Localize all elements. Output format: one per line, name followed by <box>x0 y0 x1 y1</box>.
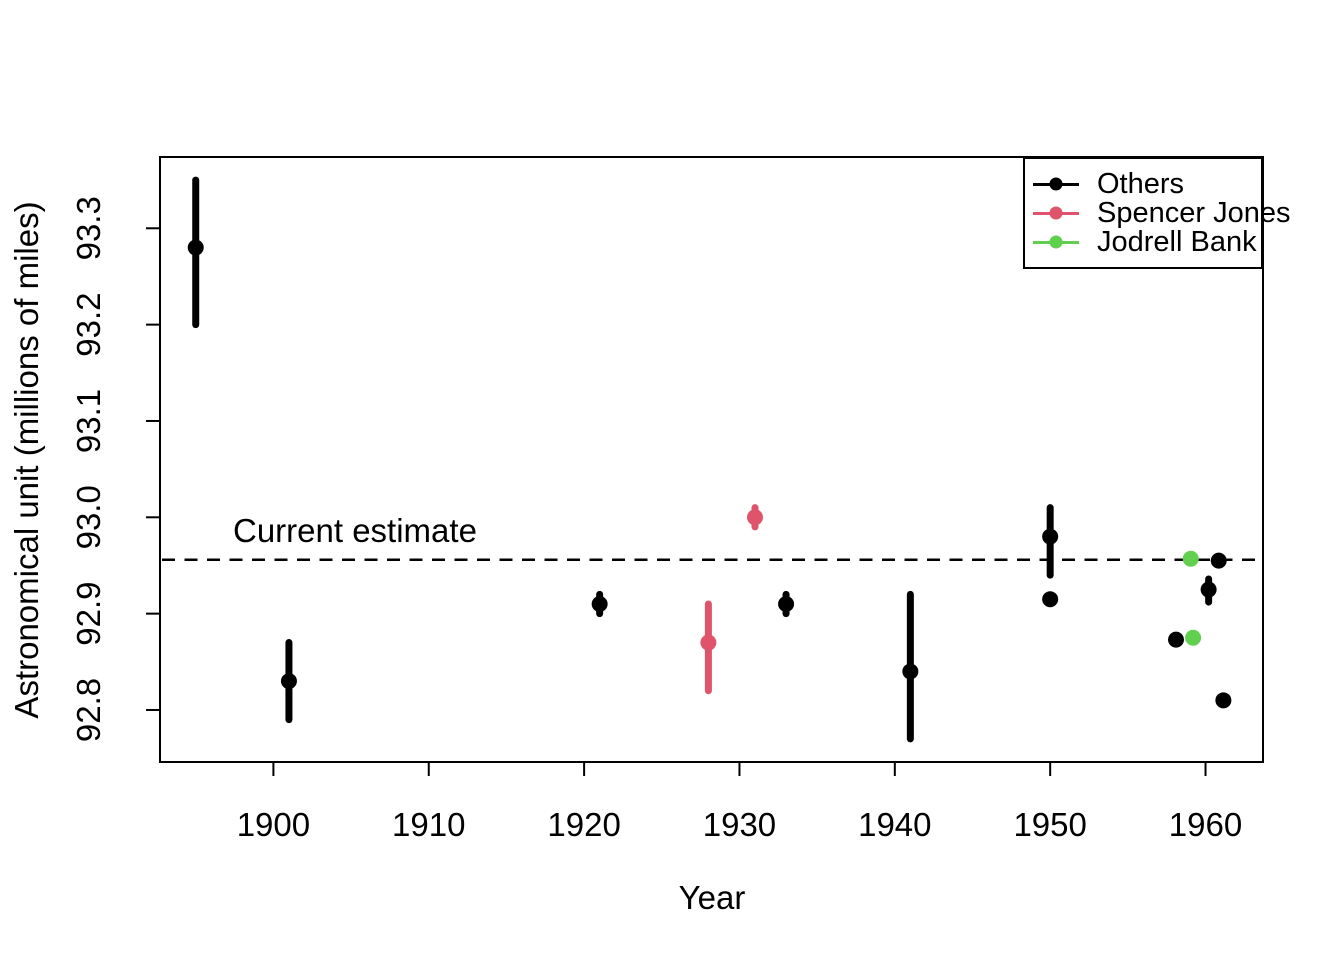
y-axis-tick-label: 93.3 <box>70 196 107 260</box>
data-point <box>902 663 919 680</box>
data-point <box>746 509 763 526</box>
data-point <box>187 239 204 256</box>
data-point <box>1042 591 1059 608</box>
x-axis-tick-label: 1920 <box>547 806 620 843</box>
data-point <box>1168 631 1185 648</box>
y-axis-tick-label: 93.2 <box>70 293 107 357</box>
data-point <box>778 596 795 613</box>
y-axis-title: Astronomical unit (millions of miles) <box>8 201 45 719</box>
data-point <box>1215 692 1232 709</box>
legend-marker-dot <box>1049 206 1063 220</box>
y-axis-tick-label: 93.1 <box>70 389 107 453</box>
data-point <box>591 596 608 613</box>
x-axis-tick-label: 1900 <box>237 806 310 843</box>
data-point <box>1200 581 1217 598</box>
reference-line-label: Current estimate <box>233 512 477 549</box>
legend-item-others: Others <box>1033 168 1261 200</box>
data-point <box>1210 552 1227 569</box>
legend-item-label: Others <box>1097 167 1185 200</box>
x-axis-tick-label: 1930 <box>703 806 776 843</box>
legend-item-jodrell-bank: Jodrell Bank <box>1033 226 1261 258</box>
x-axis-title: Year <box>678 879 746 916</box>
x-axis-tick-label: 1940 <box>858 806 931 843</box>
data-point <box>1185 629 1202 646</box>
legend-marker-line <box>1033 206 1079 220</box>
data-point <box>280 673 297 690</box>
y-axis-tick-label: 93.0 <box>70 485 107 549</box>
data-point <box>700 634 717 651</box>
plot-frame <box>159 156 1264 763</box>
data-point <box>1182 550 1199 567</box>
legend: Others Spencer Jones Jodrell Bank <box>1023 157 1290 269</box>
legend-item-label: Spencer Jones <box>1097 196 1291 229</box>
legend-marker-dot <box>1049 177 1063 191</box>
x-axis-tick-label: 1960 <box>1169 806 1242 843</box>
x-axis-tick-label: 1950 <box>1013 806 1086 843</box>
y-axis-tick-label: 92.9 <box>70 582 107 646</box>
legend-item-spencer-jones: Spencer Jones <box>1033 197 1290 229</box>
legend-marker-line <box>1033 235 1079 249</box>
legend-item-label: Jodrell Bank <box>1097 225 1257 258</box>
legend-marker-line <box>1033 177 1079 191</box>
legend-marker-dot <box>1049 235 1063 249</box>
y-axis-tick-label: 92.8 <box>70 678 107 742</box>
x-axis-tick-label: 1910 <box>392 806 465 843</box>
data-point <box>1042 528 1059 545</box>
